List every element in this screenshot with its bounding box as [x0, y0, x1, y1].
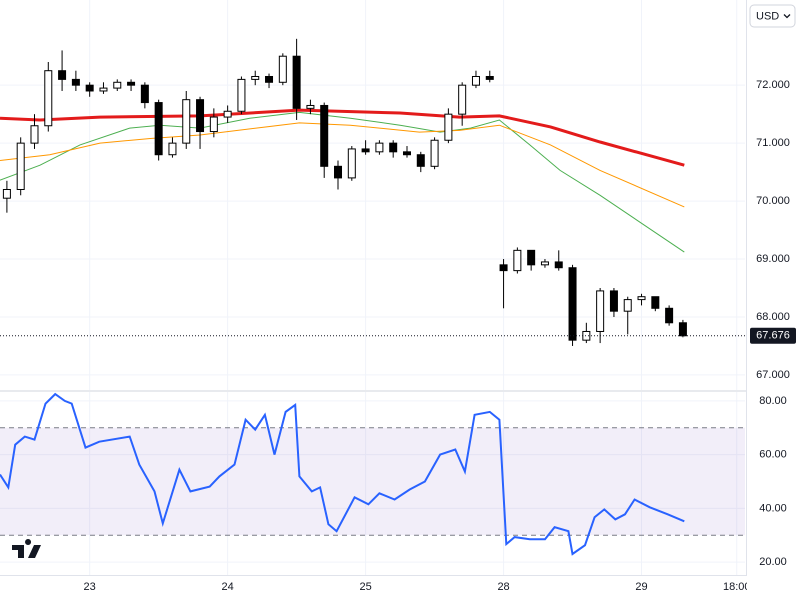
- candle-body: [292, 55, 301, 109]
- moving-average: [0, 108, 685, 167]
- candle-body: [637, 296, 646, 301]
- candle-body: [44, 70, 53, 127]
- candle-body: [237, 78, 246, 112]
- candle-body: [651, 296, 660, 309]
- candle-body: [471, 75, 480, 86]
- candle-body: [361, 148, 370, 153]
- candle-body: [182, 99, 191, 144]
- candle-body: [485, 75, 494, 80]
- x-tick-label: 29: [635, 581, 647, 593]
- candle-body: [609, 290, 618, 312]
- x-tick-label: 25: [359, 581, 371, 593]
- candle-body: [196, 99, 205, 133]
- candle-body: [2, 188, 11, 199]
- x-tick-label: 23: [84, 581, 96, 593]
- candle-body: [209, 116, 218, 133]
- rsi-pane: [0, 392, 745, 556]
- candle-body: [85, 84, 94, 92]
- candle-body: [444, 113, 453, 141]
- candle-body: [251, 75, 260, 80]
- candle-body: [99, 87, 108, 92]
- candle-body: [30, 125, 39, 144]
- candle-body: [16, 142, 25, 190]
- candle-body: [458, 84, 467, 115]
- chevron-icon: [783, 14, 791, 19]
- candle-body: [665, 307, 674, 324]
- currency-button[interactable]: [749, 4, 796, 28]
- rsi-line: [0, 392, 685, 556]
- candle-body: [71, 78, 80, 86]
- y-tick-label: 69.000: [756, 253, 790, 265]
- currency-label[interactable]: USD: [756, 10, 779, 22]
- currency-selector[interactable]: USD: [749, 4, 796, 28]
- candle-body: [513, 249, 522, 272]
- candle-body: [678, 322, 687, 337]
- candle-body: [389, 142, 398, 153]
- candle-body: [306, 104, 315, 109]
- candle-body: [127, 81, 136, 86]
- y-tick-label: 71.000: [756, 137, 790, 149]
- y-tick-label: 60.00: [759, 449, 787, 461]
- candle-body: [168, 142, 177, 156]
- y-tick-label: 80.00: [759, 395, 787, 407]
- candle-body: [568, 267, 577, 341]
- candle-body: [154, 102, 163, 156]
- logo-mark: [12, 539, 41, 558]
- y-tick-label: 72.000: [756, 79, 790, 91]
- last-price-box: [750, 327, 796, 344]
- candle-body: [554, 261, 563, 269]
- candle-body: [540, 261, 549, 266]
- candle-body: [416, 154, 425, 167]
- candle-body: [402, 151, 411, 156]
- candle-body: [278, 55, 287, 83]
- candle-body: [223, 110, 232, 118]
- y-tick-label: 67.000: [756, 369, 790, 381]
- candle-body: [334, 165, 343, 179]
- candle-body: [58, 70, 67, 80]
- candle-body: [499, 264, 508, 272]
- y-tick-label: 70.000: [756, 195, 790, 207]
- y-tick-label: 68.000: [756, 311, 790, 323]
- candle-body: [140, 84, 149, 104]
- axes: 67.000 68.000 69.000 70.000 71.000 72.000 67.6…: [750, 79, 796, 568]
- x-tick-label: 18:00: [723, 581, 751, 593]
- candle-body: [265, 75, 274, 83]
- rsi-band: [0, 427, 745, 536]
- price-axis-panel: [747, 0, 800, 600]
- y-tick-label: 40.00: [759, 502, 787, 514]
- x-tick-label: 28: [497, 581, 509, 593]
- price-pane: [0, 38, 745, 346]
- candle-body: [113, 81, 122, 89]
- y-tick-label: 20.00: [759, 556, 787, 568]
- candle-body: [347, 148, 356, 179]
- candle-body: [527, 249, 536, 266]
- last-price-label: 67.676: [756, 330, 790, 342]
- candle-body: [430, 139, 439, 167]
- candle-body: [623, 299, 632, 312]
- logo: [12, 539, 41, 558]
- candle-body: [375, 142, 384, 153]
- candle-body: [320, 104, 329, 167]
- moving-average: [0, 111, 685, 253]
- grid: 23 24 25 28 29 18:00: [0, 0, 750, 593]
- moving-average: [0, 122, 685, 208]
- x-tick-label: 24: [222, 581, 234, 593]
- candle-body: [596, 290, 605, 332]
